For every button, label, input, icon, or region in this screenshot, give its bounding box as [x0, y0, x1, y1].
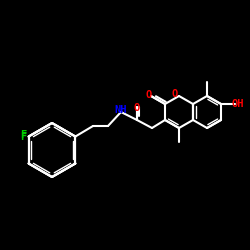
Text: O: O — [134, 103, 140, 113]
Text: OH: OH — [232, 99, 244, 109]
Text: O: O — [146, 90, 152, 100]
Text: NH: NH — [115, 105, 127, 115]
Text: O: O — [172, 89, 178, 99]
Text: F: F — [20, 132, 27, 141]
Text: F: F — [20, 130, 27, 140]
